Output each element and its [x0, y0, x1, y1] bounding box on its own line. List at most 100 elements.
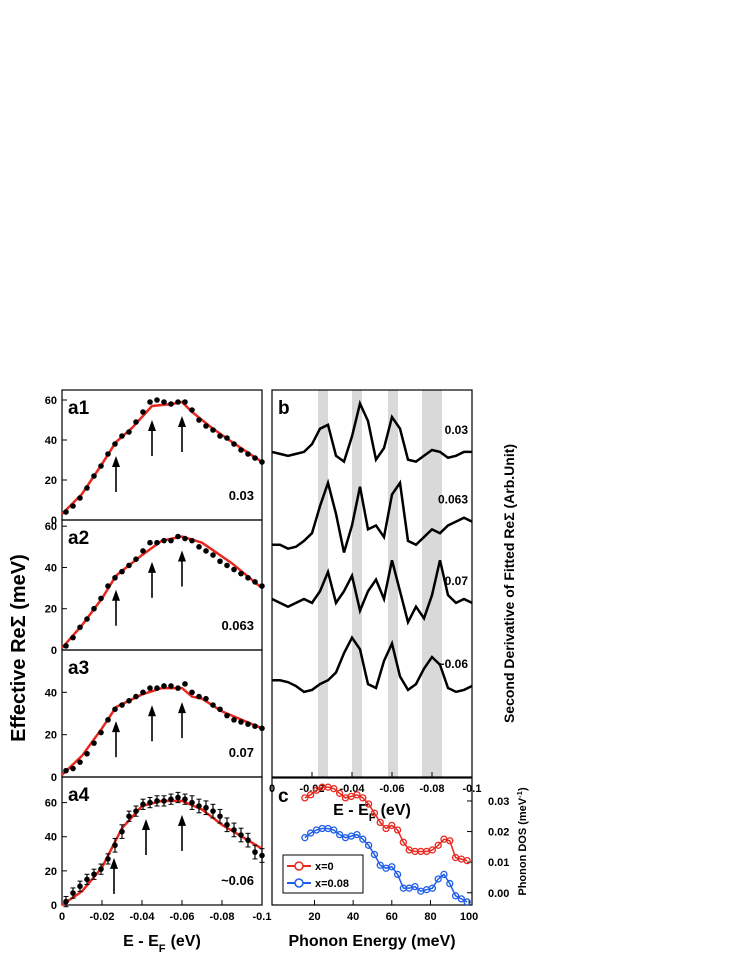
- panel-label: a1: [68, 398, 90, 419]
- y-axis-title-main: Phonon DOS (meV: [517, 797, 529, 895]
- y-tick-label: 0: [51, 900, 57, 912]
- data-point: [224, 435, 230, 441]
- series-marker: [440, 870, 448, 879]
- data-point: [84, 876, 90, 883]
- y-tick-label: 60: [45, 395, 57, 407]
- y-tick-label: 0.03: [488, 796, 509, 808]
- panel-label: a4: [68, 785, 90, 806]
- data-point: [217, 813, 223, 820]
- data-point: [154, 539, 160, 546]
- data-point: [154, 397, 160, 403]
- arrow: [178, 550, 186, 587]
- data-point: [161, 399, 167, 405]
- x-axis-title-main: E - E: [123, 933, 159, 950]
- arrow: [110, 857, 118, 894]
- series-marker: [312, 786, 321, 794]
- data-point: [112, 842, 118, 849]
- data-point: [175, 685, 181, 691]
- data-point: [252, 849, 258, 855]
- y-tick-label: 0.01: [488, 857, 509, 869]
- y-tick-label: 0.00: [488, 888, 509, 900]
- plot-frame: [271, 777, 473, 906]
- x-tick-label: -0.06: [169, 911, 194, 923]
- legend-marker: [294, 861, 304, 871]
- y-axis-title-sup: -1: [515, 790, 524, 798]
- data-point: [98, 729, 104, 736]
- data-point: [224, 562, 230, 569]
- arrow-head: [178, 702, 186, 714]
- y-axis-title: Phonon DOS (meV-1): [515, 787, 530, 896]
- x-axis-title-end: (eV): [381, 802, 411, 819]
- x-tick-label: -0.06: [379, 783, 404, 795]
- y-axis-title-end: ): [517, 787, 529, 791]
- y-tick-label: 40: [45, 435, 57, 447]
- series-line: [272, 478, 473, 553]
- series-label: ~0.06: [438, 657, 469, 671]
- arrow-head: [148, 705, 156, 717]
- data-point: [259, 583, 265, 589]
- data-point: [245, 721, 251, 727]
- y-tick-label: 0: [51, 515, 57, 527]
- data-point: [196, 803, 202, 809]
- data-point: [112, 574, 118, 581]
- y-axis-title: Effective ReΣ (meV): [8, 554, 30, 742]
- data-point: [224, 821, 230, 828]
- data-point: [84, 485, 90, 491]
- series-marker: [399, 838, 408, 846]
- data-point: [161, 537, 167, 544]
- data-point: [98, 595, 104, 602]
- series-marker: [463, 856, 471, 865]
- data-point: [252, 723, 258, 729]
- shaded-band: [422, 390, 442, 777]
- data-point: [168, 796, 174, 802]
- series-marker: [353, 791, 361, 799]
- arrow-head: [112, 721, 120, 733]
- data-point: [231, 566, 237, 573]
- data-point: [77, 883, 83, 890]
- data-point: [203, 804, 209, 811]
- data-point: [182, 399, 188, 405]
- panel-label: a2: [68, 528, 89, 549]
- data-point: [161, 683, 167, 689]
- doping-label: ~0.06: [221, 873, 254, 888]
- data-point: [238, 832, 244, 838]
- data-point: [126, 562, 132, 569]
- data-point: [182, 681, 188, 687]
- data-point: [175, 533, 181, 540]
- y-tick-label: 0.02: [488, 827, 509, 839]
- data-point: [189, 537, 195, 544]
- data-point: [231, 441, 237, 447]
- data-point: [217, 706, 223, 713]
- data-point: [189, 689, 195, 696]
- data-point: [154, 798, 160, 804]
- series-marker: [434, 875, 442, 883]
- data-point: [154, 685, 160, 691]
- plot-frame: [61, 776, 263, 906]
- series-marker: [306, 829, 315, 837]
- series-marker: [446, 837, 454, 845]
- arrow: [178, 416, 186, 452]
- data-point: [133, 419, 139, 425]
- series-label: 0.07: [445, 574, 469, 588]
- x-tick-label: -0.08: [419, 783, 444, 795]
- arrow: [142, 818, 150, 855]
- data-point: [252, 579, 258, 585]
- data-point: [210, 702, 216, 708]
- series-marker: [388, 821, 396, 830]
- data-point: [182, 796, 188, 802]
- data-point: [119, 828, 125, 835]
- data-point: [126, 698, 132, 704]
- arrow: [148, 420, 156, 456]
- arrow-head: [112, 456, 120, 467]
- data-point: [84, 616, 90, 622]
- data-point: [245, 574, 251, 581]
- y-tick-label: 40: [45, 687, 57, 699]
- series-marker: [301, 834, 309, 842]
- data-point: [182, 535, 188, 542]
- y-tick-label: 20: [45, 475, 57, 487]
- data-point: [203, 423, 209, 429]
- data-point: [63, 509, 69, 515]
- data-point: [119, 568, 125, 575]
- series-marker: [411, 882, 419, 891]
- arrow: [112, 721, 120, 758]
